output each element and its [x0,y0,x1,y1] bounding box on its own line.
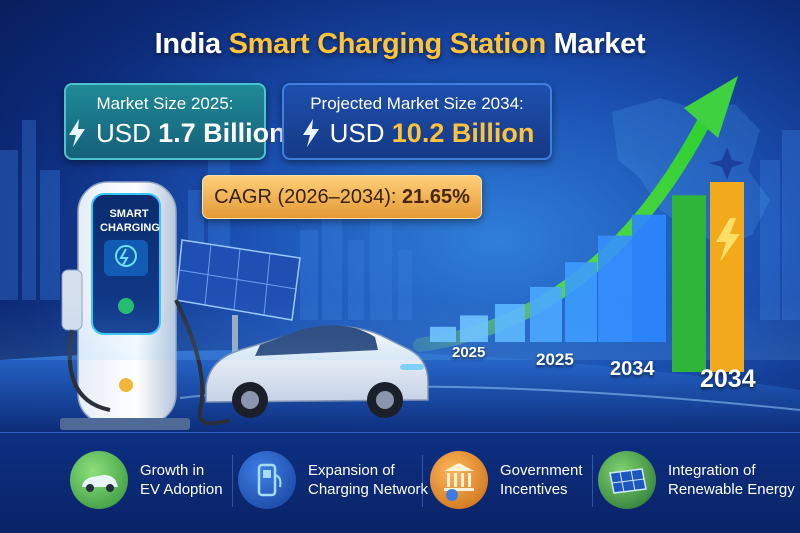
market-size-2034-card: Projected Market Size 2034: USD 10.2 Bil… [282,83,552,160]
x-label-3: 2034 [610,358,655,380]
lightning-icon [69,119,85,147]
market-size-2034-label: Projected Market Size 2034: [310,94,524,113]
chart-bar [598,235,632,342]
feature-line2: Renewable Energy [668,481,795,498]
chart-bar [672,195,706,372]
chart-bar [460,315,488,342]
government-building-icon [430,451,488,509]
feature-line2: EV Adoption [140,481,223,498]
chart-bar [530,286,562,342]
feature-line1: Government [500,462,583,479]
drivers-bar: Growth in EV Adoption Expansion of Chargin… [0,432,800,533]
lightning-icon [302,119,319,147]
chart-bar [430,326,456,342]
market-size-2025-card: Market Size 2025: USD 1.7 Billion [64,83,286,160]
x-label-2: 2025 [536,350,574,369]
charger-screen-text: SMART CHARGING [100,208,160,234]
solar-panel-icon [598,451,656,509]
feature-line1: Integration of [668,462,756,479]
market-size-2034-value: USD 10.2 Billion [284,118,550,149]
page-title: India Smart Charging Station Market [154,28,646,60]
market-size-2025-value: USD 1.7 Billion [66,118,286,149]
x-label-4: 2034 [700,365,756,393]
feature-line1: Growth in [140,462,205,479]
x-label-1: 2025 [452,344,486,361]
cagr-badge: CAGR (2026–2034): 21.65% [202,175,482,219]
lightning-icon [716,218,740,262]
feature-line2: Charging Network [308,481,429,498]
market-size-2025-label: Market Size 2025: [96,94,234,113]
feature-line2: Incentives [500,481,568,498]
chart-bar [710,182,744,372]
charging-station-icon [238,451,296,509]
star-icon [709,147,745,180]
ev-car-icon [70,451,128,509]
feature-line1: Expansion of [308,462,395,479]
arrow-head [684,76,738,138]
chart-bar [632,214,666,342]
chart-bar [495,304,525,342]
chart-bar [565,262,597,342]
